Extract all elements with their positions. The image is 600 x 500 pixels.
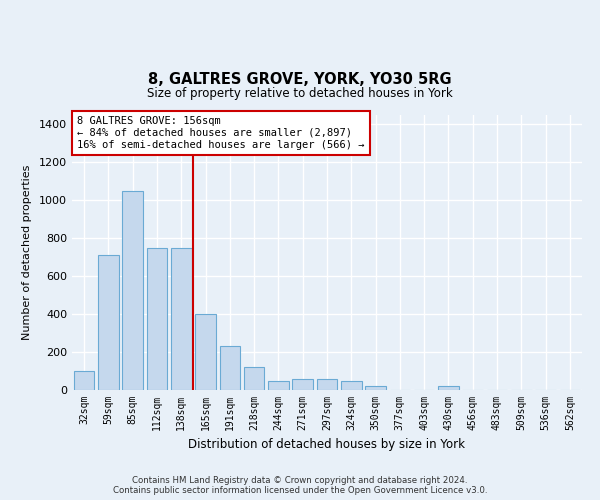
Bar [171,248,191,390]
Bar [268,380,289,390]
Bar [341,380,362,390]
Text: 8, GALTRES GROVE, YORK, YO30 5RG: 8, GALTRES GROVE, YORK, YO30 5RG [148,72,452,88]
Y-axis label: Number of detached properties: Number of detached properties [22,165,32,340]
X-axis label: Distribution of detached houses by size in York: Distribution of detached houses by size … [188,438,466,452]
Bar [146,248,167,390]
Bar [244,367,265,390]
Bar [317,378,337,390]
Bar [195,314,216,390]
Bar [98,256,119,390]
Text: Size of property relative to detached houses in York: Size of property relative to detached ho… [147,87,453,100]
Text: 8 GALTRES GROVE: 156sqm
← 84% of detached houses are smaller (2,897)
16% of semi: 8 GALTRES GROVE: 156sqm ← 84% of detache… [77,116,365,150]
Bar [74,371,94,390]
Bar [292,378,313,390]
Bar [438,386,459,390]
Text: Contains HM Land Registry data © Crown copyright and database right 2024.
Contai: Contains HM Land Registry data © Crown c… [113,476,487,495]
Bar [365,386,386,390]
Bar [122,191,143,390]
Bar [220,346,240,390]
